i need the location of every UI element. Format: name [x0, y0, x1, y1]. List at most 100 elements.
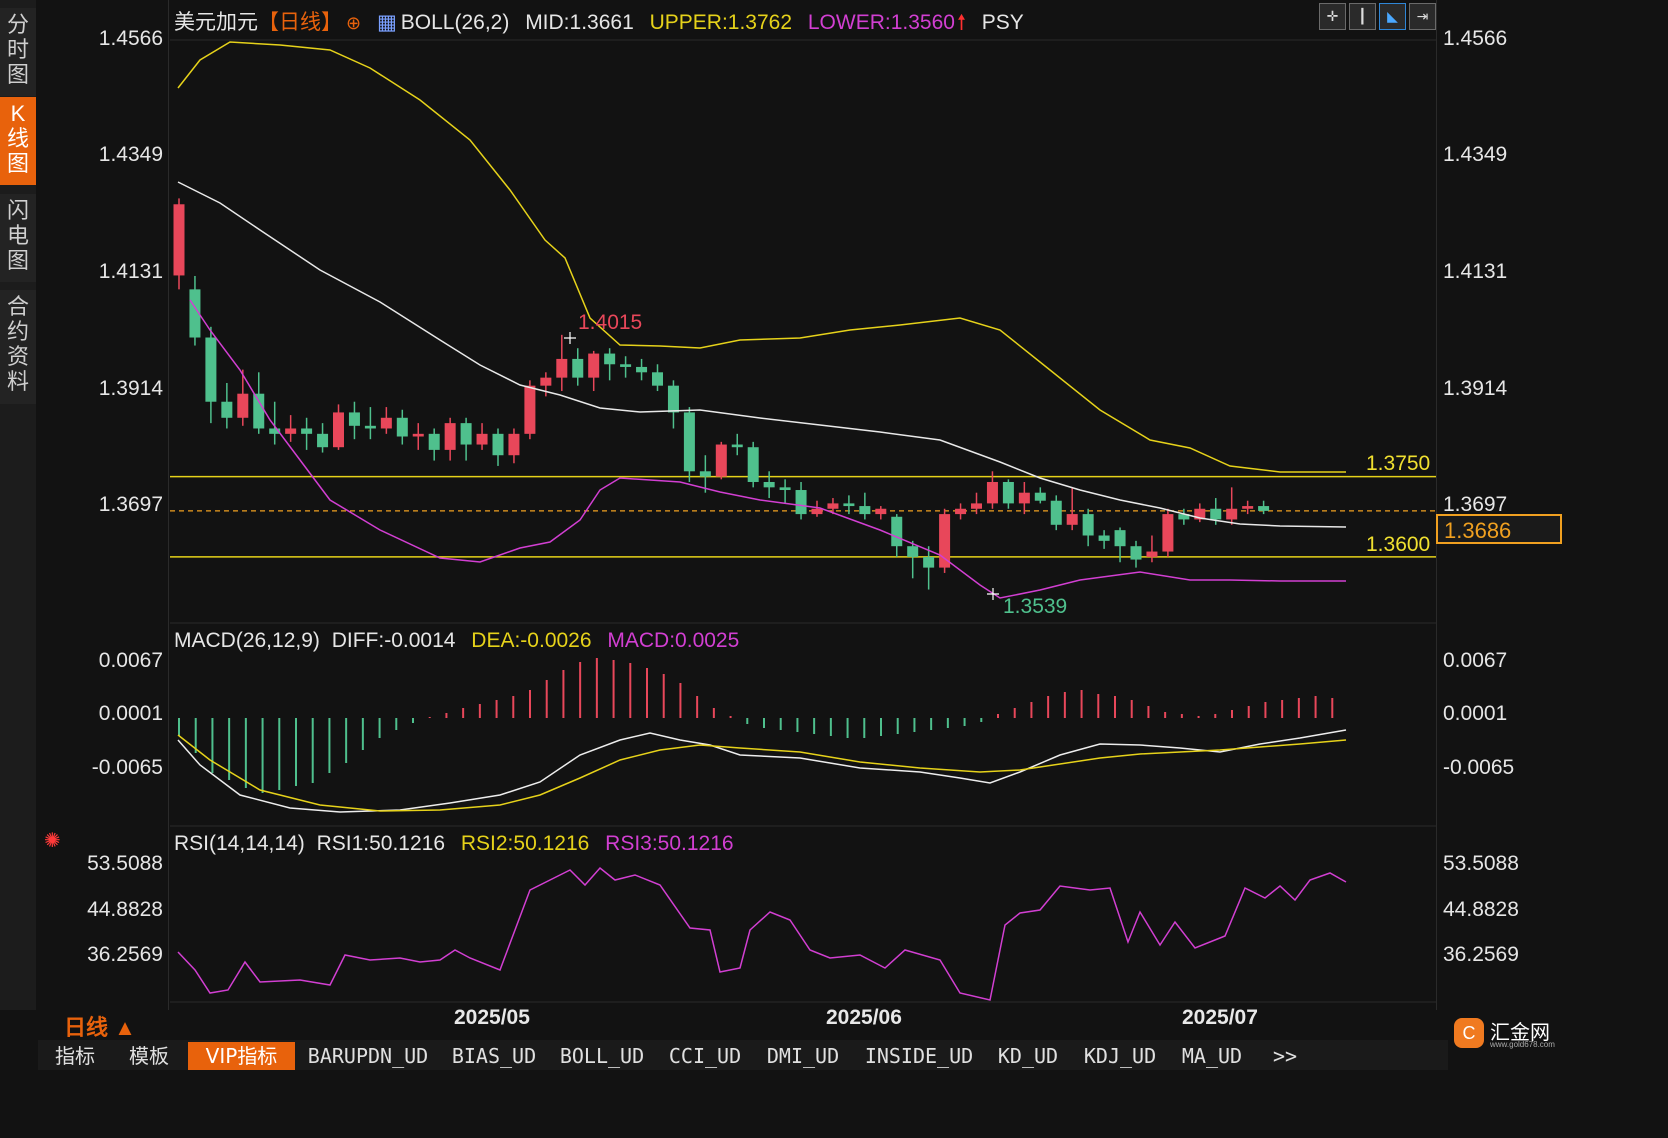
candle-body: [923, 556, 935, 568]
tab-vip-indicators[interactable]: VIP指标: [188, 1042, 295, 1070]
candle-body: [1178, 514, 1190, 520]
macd-axis-right-1: 0.0067: [1443, 649, 1508, 672]
tab-contract-info[interactable]: 合约资料: [0, 290, 36, 404]
tab-timeshare[interactable]: 分时图: [0, 8, 36, 96]
candle-body: [1050, 500, 1062, 525]
candle-body: [1194, 508, 1206, 520]
kline-chart[interactable]: [0, 0, 1568, 1010]
tab-barupdn[interactable]: BARUPDN_UD: [307, 1044, 429, 1068]
level-1375: 1.3750: [1366, 452, 1431, 475]
candle-body: [891, 516, 903, 547]
macd-axis-left-2: 0.0001: [98, 702, 163, 725]
rsi-axis-right-3: 36.2569: [1443, 943, 1519, 966]
crosshair-icon[interactable]: ✛: [1319, 3, 1346, 30]
candle-body: [269, 428, 281, 434]
tab-ma[interactable]: MA_UD: [1181, 1044, 1243, 1068]
tab-indicators[interactable]: 指标: [55, 1044, 95, 1068]
rsi-line: [177, 866, 1347, 1001]
candle-body: [699, 471, 711, 477]
candle-body: [412, 433, 424, 437]
candle-body: [1114, 530, 1126, 547]
rsi-axis-left-1: 53.5088: [87, 852, 163, 875]
logo-url: www.gold678.com: [1490, 1040, 1555, 1049]
tab-kd[interactable]: KD_UD: [997, 1044, 1059, 1068]
rsi3-value: RSI3:50.1216: [605, 832, 734, 855]
candle-body: [827, 503, 839, 509]
gold678-logo: C 汇金网 www.gold678.com: [1452, 1016, 1562, 1056]
candle-body: [492, 433, 504, 456]
candle-body: [747, 447, 759, 482]
boll-label: BOLL(26,2): [400, 11, 510, 34]
tab-inside[interactable]: INSIDE_UD: [864, 1044, 974, 1068]
candle-body: [763, 481, 775, 488]
candle-body: [348, 412, 360, 426]
boll-upper-line: [177, 41, 1346, 473]
macd-diff-line: [177, 729, 1347, 813]
rsi2-value: RSI2:50.1216: [460, 832, 590, 855]
add-indicator-icon[interactable]: ⊕: [346, 13, 362, 33]
price-axis-left-3: 1.4131: [98, 260, 163, 283]
candle-body: [652, 372, 663, 386]
candle-body: [460, 423, 472, 445]
price-axis-right-2: 1.4349: [1443, 143, 1508, 166]
candle-style-icon[interactable]: ┃: [1349, 3, 1376, 30]
switch-indicator-icon[interactable]: 🠕: [956, 11, 966, 34]
tab-templates[interactable]: 模板: [129, 1044, 169, 1068]
tab-kdj[interactable]: KDJ_UD: [1083, 1044, 1157, 1068]
period-selector[interactable]: 日线 ▲: [64, 1015, 136, 1040]
tab-boll[interactable]: BOLL_UD: [559, 1044, 645, 1068]
tab-more[interactable]: >>: [1272, 1044, 1298, 1068]
macd-value: MACD:0.0025: [607, 629, 740, 652]
macd-dea: DEA:-0.0026: [471, 629, 592, 652]
macd-dea-line: [177, 734, 1347, 812]
boll-lower-line: [189, 299, 1346, 599]
candle-body: [667, 385, 679, 413]
rsi1-value: RSI1:50.1216: [316, 832, 446, 855]
rsi-axis-right-2: 44.8828: [1443, 898, 1519, 921]
candle-body: [1098, 535, 1110, 541]
candle-body: [396, 417, 408, 437]
candle-body: [955, 508, 967, 515]
current-price-tag: 1.3686: [1436, 514, 1562, 544]
candle-body: [843, 503, 855, 507]
price-axis-right-5: 1.3697: [1443, 493, 1508, 516]
candle-body: [811, 508, 823, 515]
candle-body: [731, 444, 743, 448]
tab-flash[interactable]: 闪电图: [0, 194, 36, 282]
draw-tool-icon[interactable]: ◣: [1379, 3, 1406, 30]
macd-axis-right-3: -0.0065: [1443, 756, 1515, 779]
boll-upper: UPPER:1.3762: [649, 11, 793, 34]
date-label-may: 2025/05: [454, 1006, 530, 1029]
tab-dmi[interactable]: DMI_UD: [766, 1044, 840, 1068]
candle-body: [1082, 514, 1094, 536]
settings-gear-icon[interactable]: ✺: [44, 830, 61, 852]
tab-bias[interactable]: BIAS_UD: [451, 1044, 537, 1068]
tab-cci[interactable]: CCI_UD: [668, 1044, 742, 1068]
candle-body: [572, 358, 584, 378]
indicator-chart-icon[interactable]: ▦: [376, 11, 397, 34]
candle-body: [524, 385, 536, 434]
candle-body: [205, 337, 217, 402]
chart-left-border: [168, 0, 169, 1010]
high-marker: 1.4015: [578, 311, 643, 334]
candle-body: [715, 444, 727, 477]
fullscreen-icon[interactable]: ⇥: [1409, 3, 1436, 30]
macd-diff: DIFF:-0.0014: [331, 629, 456, 652]
price-axis-left-2: 1.4349: [98, 143, 163, 166]
candle-body: [971, 503, 982, 509]
candle-body: [221, 401, 233, 418]
macd-axis-right-2: 0.0001: [1443, 702, 1508, 725]
candle-body: [540, 377, 552, 386]
candle-body: [1210, 508, 1222, 520]
candle-body: [364, 425, 376, 429]
logo-text: 汇金网: [1490, 1022, 1550, 1044]
date-label-june: 2025/06: [826, 1006, 902, 1029]
symbol-name: 美元加元: [174, 11, 258, 34]
price-axis-right-4: 1.3914: [1443, 377, 1508, 400]
low-cross-marker: [987, 588, 999, 600]
candle-body: [253, 393, 265, 429]
macd-label: MACD(26,12,9): [174, 629, 320, 652]
price-axis-right-3: 1.4131: [1443, 260, 1508, 283]
